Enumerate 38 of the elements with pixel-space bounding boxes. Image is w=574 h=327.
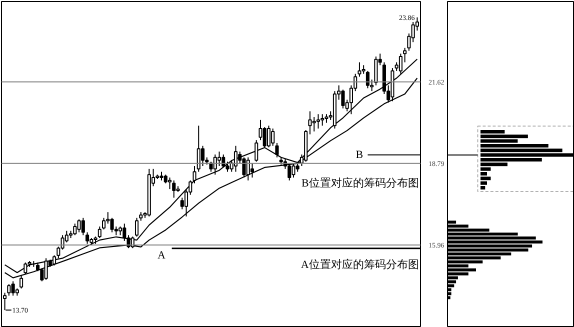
candlestick — [234, 145, 238, 172]
candlestick — [81, 217, 85, 236]
annotation: B — [356, 148, 364, 161]
candlestick — [200, 145, 205, 167]
candlestick — [209, 161, 213, 172]
candlestick — [275, 142, 279, 158]
candlestick — [217, 151, 222, 167]
candlestick — [86, 232, 90, 244]
candlestick — [266, 125, 271, 148]
candlestick — [134, 217, 139, 238]
candlestick — [98, 226, 102, 239]
candlestick — [172, 180, 176, 198]
candlestick — [73, 223, 77, 236]
candlestick — [358, 62, 362, 78]
candlestick — [308, 110, 312, 135]
candlestick — [213, 154, 217, 176]
candlestick — [262, 126, 266, 148]
candlestick — [102, 217, 106, 230]
candlestick — [168, 177, 172, 190]
candlestick — [52, 254, 56, 266]
candlestick — [11, 280, 15, 296]
candlestick — [7, 284, 11, 296]
candlestick — [288, 164, 292, 181]
candlestick — [292, 162, 296, 178]
candlestick — [403, 47, 407, 63]
candlestick — [246, 156, 250, 181]
candlestick — [320, 114, 324, 126]
candlestick — [316, 114, 320, 130]
annotation: A — [158, 249, 166, 262]
annotation: B位置对应的筹码分布图 — [302, 176, 419, 190]
candlestick — [250, 162, 254, 178]
candlestick — [312, 116, 316, 132]
candlestick — [77, 218, 81, 233]
candlestick — [366, 70, 370, 89]
candlestick — [254, 140, 258, 162]
annotation: A位置对应的筹码分布图 — [300, 258, 419, 271]
candlestick — [341, 89, 345, 109]
candlestick — [271, 128, 275, 146]
